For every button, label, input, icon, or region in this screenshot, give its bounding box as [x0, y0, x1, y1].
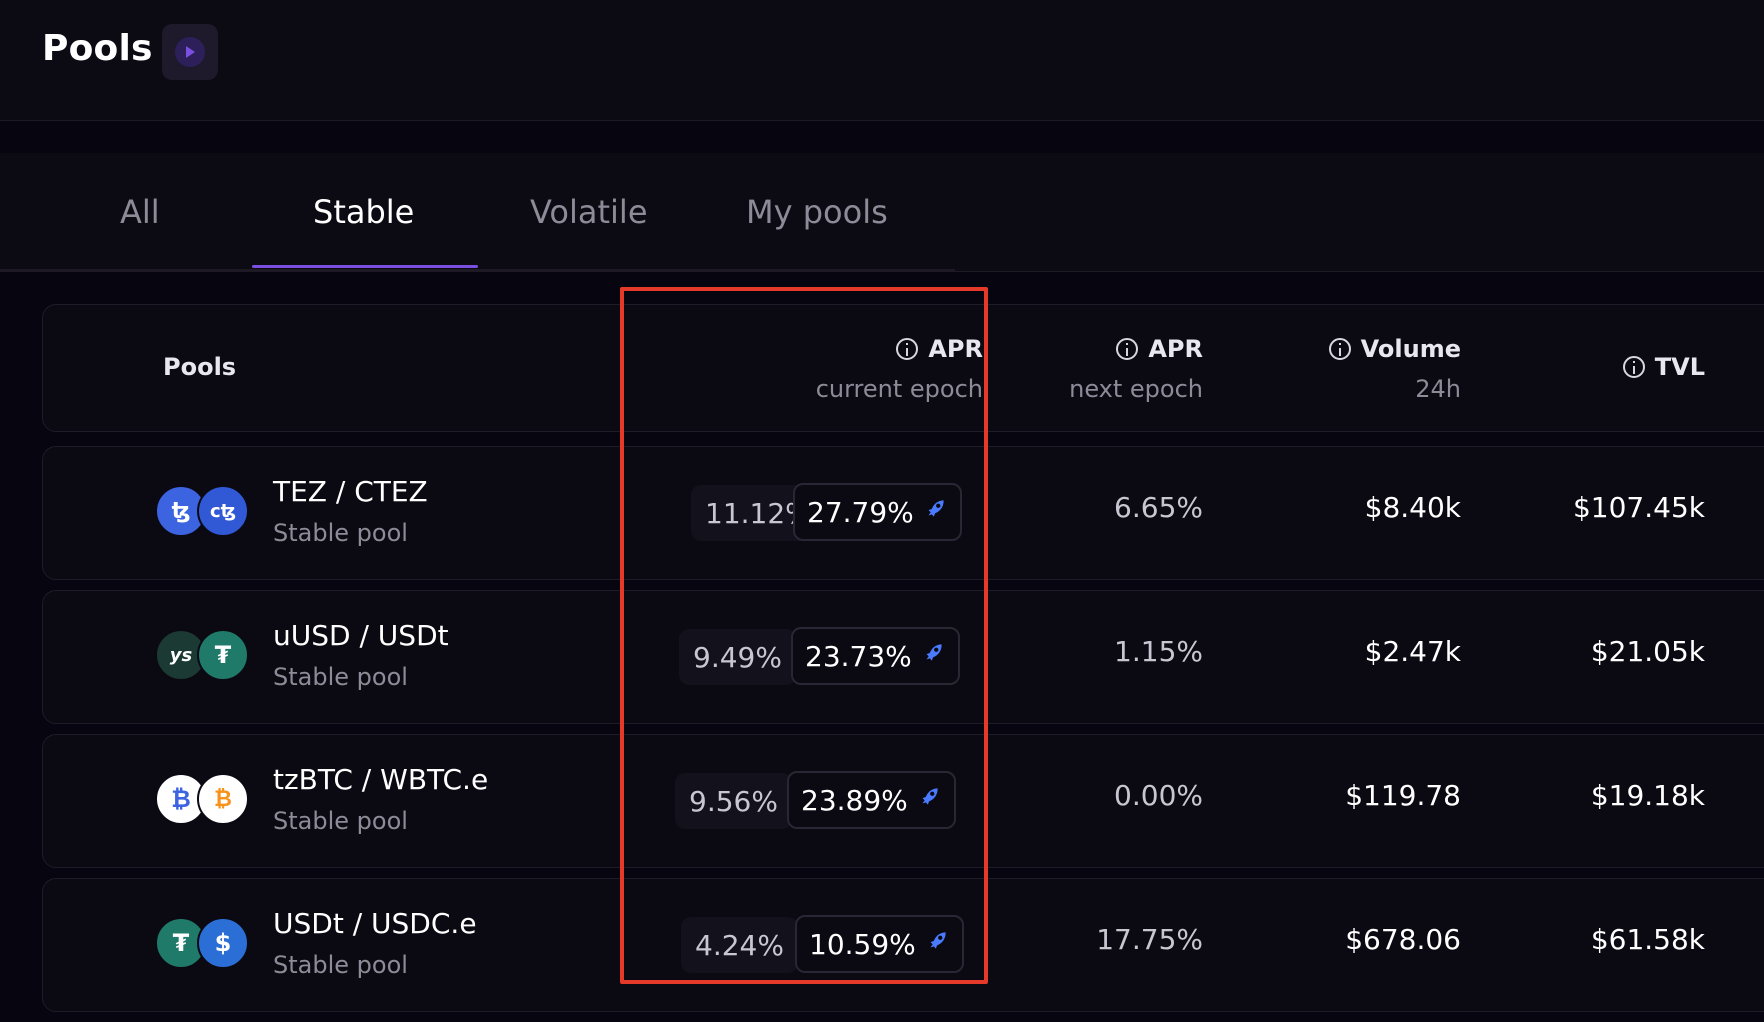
token-pair-icons: ₿ ₿ — [155, 773, 251, 829]
page-title: Pools — [42, 28, 153, 69]
active-tab-indicator — [252, 265, 478, 268]
rocket-icon — [924, 928, 950, 961]
apr-current-value: 9.49% — [679, 629, 796, 685]
tether-icon: ₮ — [197, 629, 249, 681]
apr-next-value: 0.00% — [1114, 779, 1203, 812]
info-icon[interactable] — [1116, 338, 1139, 360]
column-subheader-apr-next: next epoch — [1069, 375, 1203, 403]
apr-current-value: 9.56% — [675, 773, 792, 829]
apr-boost-badge[interactable]: 23.73% — [791, 627, 960, 685]
apr-next-value: 6.65% — [1114, 491, 1203, 524]
ctez-icon: cꜩ — [197, 485, 249, 537]
bitcoin-icon: ₿ — [197, 773, 249, 825]
pool-type: Stable pool — [273, 951, 408, 979]
pool-pair-name: uUSD / USDt — [273, 619, 449, 652]
pool-type: Stable pool — [273, 807, 408, 835]
column-header-tvl[interactable]: TVL — [1463, 353, 1705, 381]
top-bar: Pools — [0, 0, 1764, 121]
pool-row-tez-ctez[interactable]: ꜩ cꜩ TEZ / CTEZ Stable pool 11.12% 27.79… — [42, 446, 1764, 580]
token-pair-icons: ys ₮ — [155, 629, 251, 685]
pool-pair-name: tzBTC / WBTC.e — [273, 763, 489, 796]
volume-value: $678.06 — [1345, 923, 1461, 956]
info-icon[interactable] — [1622, 356, 1645, 378]
usdc-icon: $ — [197, 917, 249, 969]
apr-next-value: 17.75% — [1096, 923, 1203, 956]
tvl-value: $21.05k — [1590, 635, 1705, 668]
tvl-value: $107.45k — [1572, 491, 1705, 524]
tab-all[interactable]: All — [120, 193, 160, 231]
info-icon[interactable] — [896, 338, 919, 360]
column-header-apr-next[interactable]: APR — [963, 335, 1203, 363]
column-subheader-volume: 24h — [1415, 375, 1461, 403]
info-icon[interactable] — [1328, 338, 1351, 360]
tab-stable[interactable]: Stable — [313, 193, 415, 231]
tab-volatile[interactable]: Volatile — [530, 193, 648, 231]
rocket-icon — [922, 496, 948, 529]
rocket-icon — [916, 784, 942, 817]
column-header-apr-current[interactable]: APR — [743, 335, 983, 363]
pool-row-tzbtc-wbtc[interactable]: ₿ ₿ tzBTC / WBTC.e Stable pool 9.56% 23.… — [42, 734, 1764, 868]
play-button[interactable] — [162, 24, 218, 80]
table-header: Pools APR current epoch APR next epoch V… — [42, 304, 1764, 432]
rocket-icon — [920, 640, 946, 673]
column-header-pools[interactable]: Pools — [163, 353, 237, 381]
token-pair-icons: ₮ $ — [155, 917, 251, 973]
youves-icon: ys — [155, 629, 207, 681]
pool-row-uusd-usdt[interactable]: ys ₮ uUSD / USDt Stable pool 9.49% 23.73… — [42, 590, 1764, 724]
apr-next-value: 1.15% — [1114, 635, 1203, 668]
pool-pair-name: USDt / USDC.e — [273, 907, 477, 940]
column-header-volume[interactable]: Volume — [1221, 335, 1461, 363]
apr-boost-badge[interactable]: 23.89% — [787, 771, 956, 829]
apr-boost-badge[interactable]: 27.79% — [793, 483, 962, 541]
tab-my-pools[interactable]: My pools — [746, 193, 888, 231]
pool-type: Stable pool — [273, 519, 408, 547]
volume-value: $2.47k — [1364, 635, 1461, 668]
column-subheader-apr-current: current epoch — [815, 375, 983, 403]
play-icon — [175, 37, 205, 67]
apr-boost-badge[interactable]: 10.59% — [795, 915, 964, 973]
token-pair-icons: ꜩ cꜩ — [155, 485, 251, 541]
apr-current-value: 4.24% — [681, 917, 798, 973]
pool-row-usdt-usdc[interactable]: ₮ $ USDt / USDC.e Stable pool 4.24% 10.5… — [42, 878, 1764, 1012]
pool-type: Stable pool — [273, 663, 408, 691]
tabs-bar: All Stable Volatile My pools — [0, 153, 1764, 272]
pool-pair-name: TEZ / CTEZ — [273, 475, 428, 508]
volume-value: $119.78 — [1345, 779, 1461, 812]
tabs-divider — [0, 269, 955, 271]
tvl-value: $61.58k — [1590, 923, 1705, 956]
volume-value: $8.40k — [1364, 491, 1461, 524]
tvl-value: $19.18k — [1590, 779, 1705, 812]
